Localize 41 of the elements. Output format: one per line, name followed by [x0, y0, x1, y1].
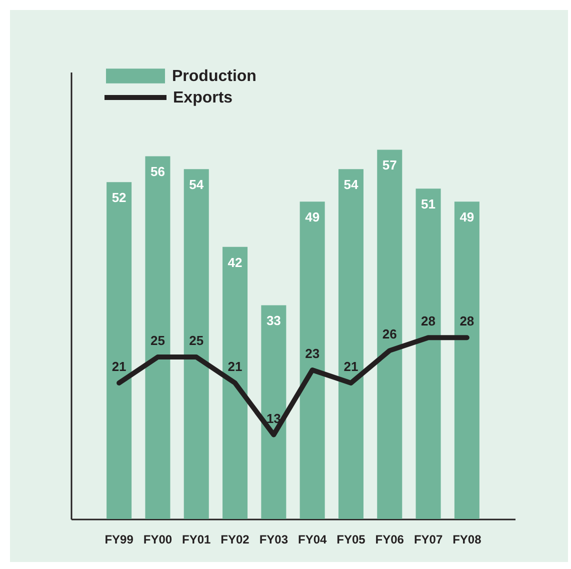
bar	[300, 202, 325, 519]
data-label: 49	[460, 210, 474, 225]
bar	[416, 188, 441, 519]
legend-label: Production	[172, 68, 256, 85]
x-tick-label: FY06	[375, 532, 404, 546]
x-tick-label: FY05	[336, 532, 366, 546]
data-label: 52	[112, 190, 126, 206]
data-label: 28	[421, 314, 436, 329]
bar	[454, 202, 480, 519]
data-label: 49	[305, 210, 320, 225]
data-label: 54	[189, 177, 204, 192]
data-label: 23	[305, 346, 320, 361]
data-label: 26	[382, 326, 397, 342]
data-label: 51	[421, 196, 436, 212]
bar	[145, 156, 170, 519]
bar	[338, 169, 364, 519]
bar	[377, 150, 402, 519]
legend-label: Exports	[173, 90, 233, 106]
x-tick-label: FY08	[452, 532, 482, 546]
x-tick-label: FY07	[414, 532, 443, 546]
bar	[106, 182, 132, 519]
x-tick-label: FY04	[298, 532, 327, 546]
data-label: 28	[460, 314, 474, 329]
data-label: 25	[189, 333, 204, 348]
bar	[261, 305, 286, 519]
data-label: 57	[382, 158, 397, 173]
x-tick-label: FY03	[259, 532, 288, 546]
x-tick-label: FY99	[104, 532, 134, 546]
data-label: 25	[150, 333, 165, 348]
bar	[222, 246, 248, 519]
bar	[184, 169, 209, 519]
x-tick-label: FY02	[220, 532, 250, 546]
data-label: 21	[112, 358, 126, 374]
x-tick-label: FY00	[143, 532, 172, 546]
data-label: 54	[344, 177, 359, 192]
data-label: 56	[150, 164, 165, 180]
data-label: 21	[344, 358, 358, 374]
data-label: 42	[228, 254, 242, 270]
x-tick-label: FY01	[182, 532, 212, 546]
data-label: 21	[228, 358, 242, 374]
data-label: 33	[266, 313, 281, 328]
